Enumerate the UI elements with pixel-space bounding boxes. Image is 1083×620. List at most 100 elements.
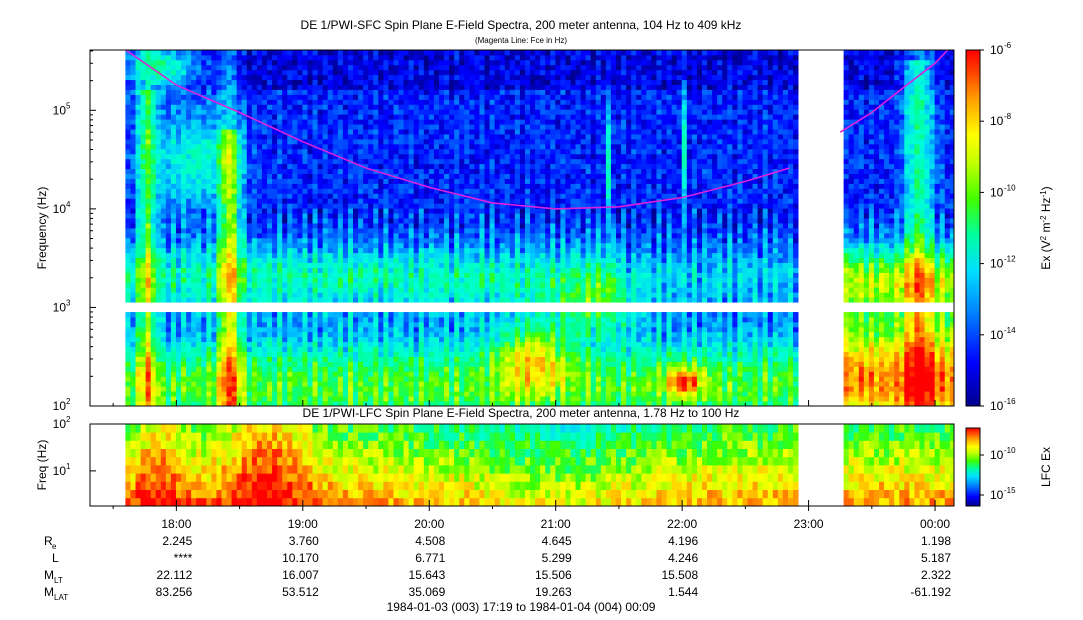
top-heat-cell [256,356,263,362]
top-heat-cell [125,356,131,362]
top-heat-cell [398,64,404,71]
top-heat-cell [378,84,384,90]
top-heat-cell [145,99,152,105]
top-heat-cell [155,351,162,357]
top-heat-cell [342,109,349,115]
top-heat-cell [332,366,339,372]
top-heat-cell [272,277,278,283]
top-heat-cell [181,361,187,367]
top-heat-cell [181,99,187,105]
top-heat-cell [322,371,329,377]
top-heat-cell [358,188,364,194]
top-heat-cell [438,341,445,348]
top-heat-cell [150,158,157,165]
top-heat-cell [464,69,470,76]
top-heat-cell [322,208,329,214]
top-heat-cell [438,153,445,160]
top-heat-cell [241,69,248,76]
top-heat-cell [312,124,318,130]
top-heat-cell [373,54,379,61]
top-heat-cell [241,158,248,165]
top-heat-cell [226,208,233,214]
top-heat-cell [433,69,440,76]
top-heat-cell [454,292,460,298]
top-heat-cell [413,143,420,150]
top-heat-cell [236,351,243,357]
top-heat-cell [292,178,298,184]
top-heat-cell [378,247,384,254]
top-heat-cell [181,74,187,81]
top-heat-cell [408,213,415,219]
top-heat-cell [449,292,455,298]
top-heat-cell [393,193,399,199]
top-heat-cell [272,267,278,273]
top-heat-cell [150,50,157,56]
top-heat-cell [393,262,399,268]
top-heat-cell [327,94,334,100]
top-heat-cell [302,272,308,278]
top-heat-cell [186,134,192,140]
top-heat-cell [438,114,445,120]
top-heat-cell [347,188,354,194]
top-heat-cell [438,119,445,125]
top-heat-cell [155,193,162,199]
top-heat-cell [287,361,293,367]
top-heat-cell [433,336,440,343]
top-heat-cell [261,153,268,160]
top-heat-cell [337,163,344,170]
top-heat-cell [272,381,278,387]
top-heat-cell [383,213,389,219]
top-heat-cell [307,148,313,155]
top-heat-cell [449,326,455,333]
top-heat-cell [378,178,384,184]
top-heat-cell [221,153,227,160]
top-heat-cell [186,356,192,362]
top-heat-cell [479,203,485,209]
top-heat-cell [373,104,379,110]
top-heat-cell [322,69,329,76]
top-heat-cell [342,208,349,214]
top-heat-cell [317,267,324,273]
top-heat-cell [474,84,480,90]
top-heat-cell [226,74,233,81]
top-heat-cell [459,401,465,407]
top-heat-cell [418,148,425,155]
top-heat-cell [231,129,238,135]
top-heat-cell [418,198,425,204]
top-heat-cell [428,148,435,155]
top-heat-cell [363,321,369,328]
top-heat-cell [130,277,136,283]
top-heat-cell [211,188,217,194]
top-heat-cell [226,351,233,357]
top-heat-cell [261,178,268,184]
top-heat-cell [251,114,258,120]
top-heat-cell [140,232,147,239]
top-heat-cell [454,351,460,357]
top-heat-cell [363,381,369,387]
top-heat-cell [479,54,485,61]
top-heat-cell [125,114,131,120]
top-heat-cell [474,198,480,204]
top-heat-cell [140,228,147,234]
top-heat-cell [342,69,349,76]
top-heat-cell [261,64,268,71]
top-heat-cell [358,89,364,95]
top-heat-cell [246,346,253,353]
top-heat-cell [398,356,404,362]
top-heat-cell [393,346,399,353]
top-heat-cell [140,84,147,90]
top-heat-cell [383,173,389,179]
top-heat-cell [155,173,162,179]
top-heat-cell [317,272,324,278]
top-heat-cell [165,351,172,357]
top-heat-cell [353,321,359,328]
top-heat-cell [317,173,324,179]
top-heat-cell [368,401,374,407]
top-heat-cell [140,64,147,71]
top-heat-cell [226,79,233,86]
top-heat-cell [438,203,445,209]
top-heat-cell [464,366,470,372]
top-heat-cell [181,381,187,387]
top-heat-cell [292,267,298,273]
top-heat-cell [231,356,238,362]
